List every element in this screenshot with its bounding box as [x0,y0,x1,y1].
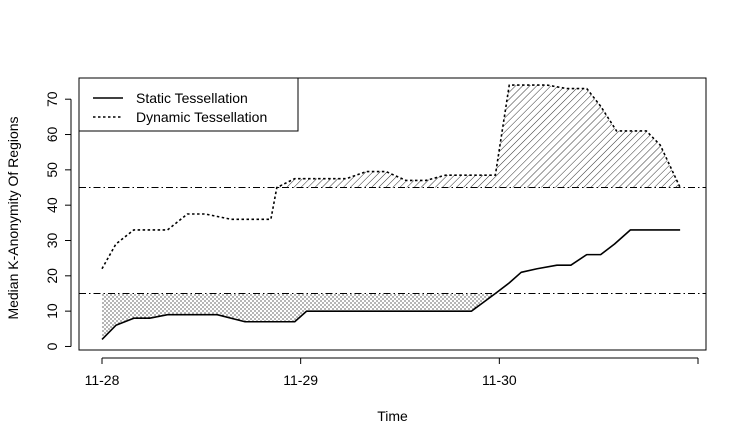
y-tick-label: 30 [44,232,60,248]
y-axis-label: Median K-Anonymity Of Regions [5,116,21,319]
series-lines [101,84,681,340]
x-tick-label: 11-29 [283,372,318,388]
dynamic-tessellation-line [101,84,681,270]
x-tick-label: 11-30 [482,372,517,388]
legend-dynamic-label: Dynamic Tessellation [136,109,267,125]
y-tick-label: 40 [44,197,60,213]
legend: Static Tessellation Dynamic Tessellation [78,77,299,132]
x-tick-label: 11-28 [85,372,120,388]
y-tick-label: 0 [44,342,60,350]
y-tick-label: 60 [44,127,60,143]
shaded-regions [102,85,681,340]
static-tessellation-line [101,229,681,340]
x-axis: 11-28 11-29 11-30 [85,357,699,388]
plot-frame [78,77,707,351]
y-axis: 0 10 20 30 40 50 60 70 [44,91,72,350]
threshold-lines [79,187,706,294]
legend-box [78,77,299,132]
static-below-threshold-region [102,293,681,340]
y-tick-label: 20 [44,268,60,284]
y-tick-label: 10 [44,303,60,319]
dynamic-above-threshold-region [102,85,681,188]
legend-static-label: Static Tessellation [136,90,248,106]
y-tick-label: 70 [44,91,60,107]
x-axis-label: Time [377,408,408,424]
y-tick-label: 50 [44,162,60,178]
